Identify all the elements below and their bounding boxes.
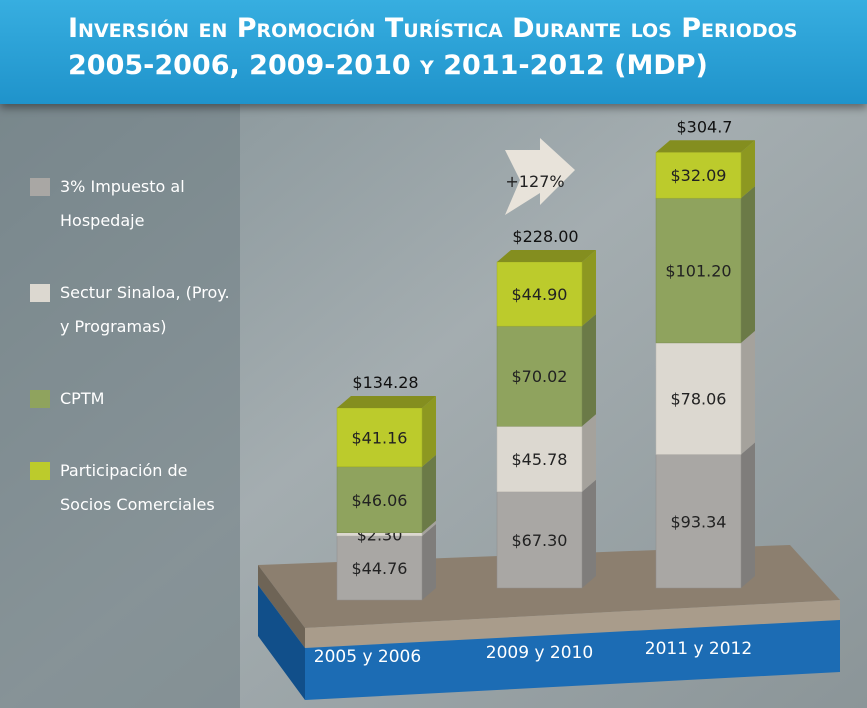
arrow-shape <box>505 138 575 215</box>
legend-label: Participación de Socios Comerciales <box>60 461 215 514</box>
value-label: $67.30 <box>512 531 568 550</box>
value-label: $78.06 <box>671 390 727 409</box>
platform-front <box>305 620 840 700</box>
value-label: $70.02 <box>512 367 568 386</box>
legend-item: Sectur Sinaloa, (Proy. y Programas) <box>30 276 240 344</box>
value-label: $44.90 <box>512 285 568 304</box>
value-label: $32.09 <box>671 166 727 185</box>
value-label: $41.16 <box>352 428 408 447</box>
x-tick-label: 2009 y 2010 <box>486 643 593 663</box>
title-band: Inversión en Promoción Turística Durante… <box>0 0 867 104</box>
value-label: $93.34 <box>671 512 727 531</box>
legend-swatch <box>30 390 50 408</box>
bar-side <box>422 523 436 600</box>
bar-top <box>337 395 436 408</box>
value-label: $44.76 <box>352 559 408 578</box>
bar-segment <box>655 152 742 199</box>
bar-side <box>582 314 596 427</box>
total-label: $304.7 <box>677 117 733 136</box>
bar-side <box>582 249 596 327</box>
total-label: $228.00 <box>512 227 578 246</box>
platform-front-side <box>258 585 305 700</box>
annotation: +127% <box>505 172 564 191</box>
bar-side <box>741 330 755 455</box>
value-label: $45.78 <box>512 450 568 469</box>
bar-segment <box>655 197 742 344</box>
value-label: $101.20 <box>665 262 731 281</box>
x-tick-label: 2011 y 2012 <box>645 639 752 659</box>
bar-segment <box>655 454 742 589</box>
bar-top <box>656 140 755 153</box>
bar-segment <box>496 491 583 589</box>
legend-label: CPTM <box>60 389 105 408</box>
bar-top <box>497 249 596 262</box>
bar-segment <box>655 342 742 455</box>
bar-segment <box>496 261 583 327</box>
bar-segment <box>336 407 423 468</box>
legend-label: Sectur Sinaloa, (Proy. y Programas) <box>60 283 230 336</box>
legend-swatch <box>30 462 50 480</box>
bar-side <box>422 395 436 467</box>
legend-item: CPTM <box>30 382 240 416</box>
growth-arrow: +127% <box>505 138 575 215</box>
bar-side <box>422 454 436 533</box>
bar-side <box>582 479 596 588</box>
bar-segment <box>496 325 583 427</box>
bar-side <box>741 186 755 343</box>
legend: 3% Impuesto al Hospedaje Sectur Sinaloa, … <box>30 170 240 560</box>
legend-item: 3% Impuesto al Hospedaje <box>30 170 240 238</box>
total-label: $134.28 <box>352 373 418 392</box>
platform-edge <box>305 600 840 648</box>
legend-label: 3% Impuesto al Hospedaje <box>60 177 185 230</box>
platform-side <box>258 565 305 648</box>
bar-side <box>741 140 755 199</box>
bar-side <box>422 520 436 536</box>
bar-side <box>741 442 755 588</box>
bar-side <box>582 414 596 492</box>
bar-segment <box>336 466 423 533</box>
legend-swatch <box>30 284 50 302</box>
legend-item: Participación de Socios Comerciales <box>30 454 240 522</box>
chart-title: Inversión en Promoción Turística Durante… <box>68 13 798 81</box>
value-label: $46.06 <box>352 491 408 510</box>
x-tick-label: 2005 y 2006 <box>314 647 421 667</box>
legend-swatch <box>30 178 50 196</box>
bar-segment <box>336 535 423 601</box>
